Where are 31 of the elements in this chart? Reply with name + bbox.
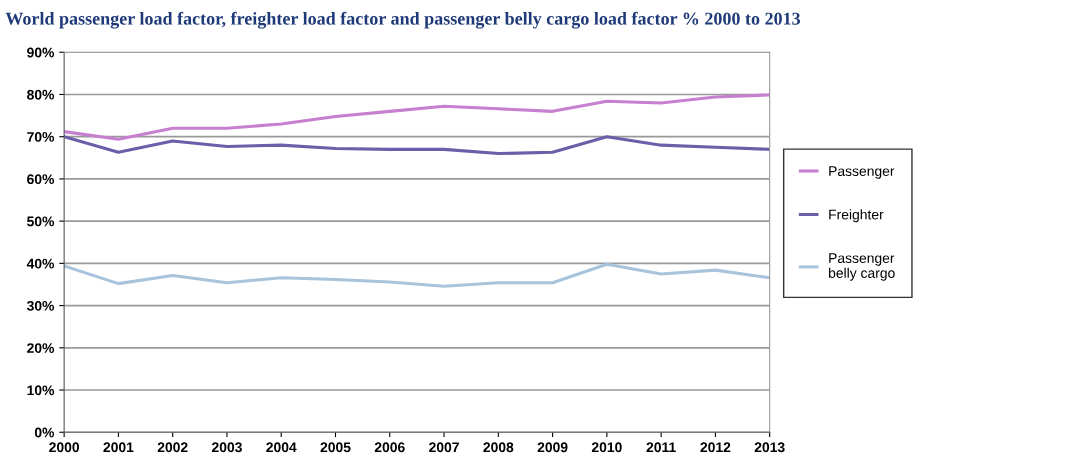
legend-label: Freighter [829, 209, 884, 223]
x-tick-label: 2012 [700, 442, 731, 453]
x-tick-label: 2013 [754, 442, 785, 453]
chart-title: World passenger load factor, freighter load factor and passenger belly cargo load factor % 2000 to 2013 [5, 11, 801, 29]
line-series [64, 93, 770, 141]
y-tick-label: 50% [27, 216, 55, 227]
y-tick-label: 10% [27, 385, 55, 396]
x-tick-label: 2006 [374, 442, 405, 453]
x-tick-label: 2004 [266, 442, 297, 453]
x-tick-label: 2001 [103, 442, 134, 453]
line-series [64, 135, 770, 156]
y-tick-label: 0% [34, 427, 55, 438]
y-tick-label: 90% [27, 47, 55, 58]
line-series [64, 262, 770, 288]
x-tick-label: 2000 [49, 442, 80, 453]
y-tick-label: 70% [27, 132, 55, 142]
x-tick-label: 2007 [429, 442, 459, 453]
y-tick-label: 30% [26, 300, 55, 311]
x-tick-label: 2002 [157, 442, 188, 453]
legend-label: Passenger belly cargo [829, 253, 895, 281]
y-tick-label: 20% [27, 343, 55, 353]
x-tick-label: 2005 [320, 442, 351, 453]
x-tick-label: 2003 [211, 442, 242, 453]
y-tick-label: 40% [26, 258, 55, 269]
y-tick-label: 80% [27, 89, 55, 100]
x-tick-label: 2011 [646, 442, 676, 453]
legend-label: Passenger [829, 166, 895, 179]
x-tick-label: 2009 [537, 442, 568, 453]
x-tick-label: 2010 [591, 442, 622, 453]
x-tick-label: 2008 [483, 442, 514, 453]
y-tick-label: 60% [27, 174, 55, 185]
